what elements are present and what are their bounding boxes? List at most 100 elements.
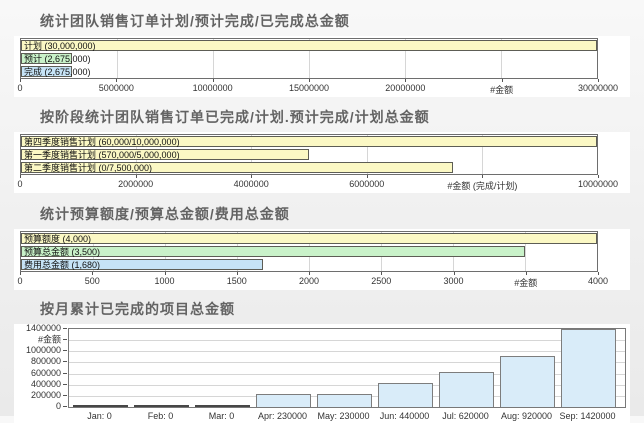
tick-label: #金额 bbox=[514, 278, 538, 288]
bar bbox=[439, 372, 494, 407]
bar bbox=[21, 149, 309, 160]
tick-mark bbox=[20, 175, 21, 178]
chart-title-budget-totals: 统计预算额度/预算总金额/费用总金额 bbox=[40, 206, 290, 222]
bar bbox=[500, 355, 555, 407]
bar-row: 计划 (30,000,000) bbox=[21, 40, 597, 51]
x-tick-label: Aug: 920000 bbox=[500, 411, 553, 421]
tick-mark bbox=[598, 272, 599, 275]
tick-mark bbox=[381, 272, 383, 275]
bar-label: 预计 (2,675,000) bbox=[24, 53, 91, 64]
tick-label: 5000000 bbox=[98, 83, 134, 93]
bar bbox=[561, 329, 616, 407]
hbar-chart-budget-totals: 预算额度 (4,000) 预算总金额 (3,500) 费用总金额 (1,680) 0 5… bbox=[14, 229, 630, 290]
bar bbox=[21, 53, 73, 64]
x-tick-label: Jan: 0 bbox=[87, 411, 112, 421]
bar-slot bbox=[192, 329, 253, 407]
tick-label: 2500 bbox=[371, 276, 392, 286]
bar-row: 预算总金额 (3,500) bbox=[21, 246, 597, 257]
gridline bbox=[69, 373, 625, 375]
tick-label: 15000000 bbox=[288, 83, 330, 93]
bar bbox=[317, 394, 372, 407]
y-tick-label: 1000000 bbox=[25, 345, 61, 356]
bars: 计划 (30,000,000) 预计 (2,675,000) 完成 (2,675,0… bbox=[21, 39, 597, 78]
plot-area: 第四季度销售计划 (60,000/10,000,000) 第一季度销售计划 (57… bbox=[20, 134, 598, 175]
y-axis: 1400000 #金额 1000000 800000 600000 400000 20000… bbox=[18, 323, 68, 411]
tick-label: 2000000 bbox=[118, 179, 154, 189]
x-tick-label: Jul: 620000 bbox=[442, 411, 489, 421]
y-tick-label: 1400000 bbox=[25, 323, 61, 333]
bar-label: 预算总金额 (3,500) bbox=[24, 246, 101, 257]
y-tick-mark bbox=[63, 350, 67, 352]
tick-label: 20000000 bbox=[385, 83, 426, 93]
bar-row: 预算额度 (4,000) bbox=[21, 233, 597, 244]
gridline bbox=[501, 39, 502, 78]
hbar-chart-sales-order-totals: 计划 (30,000,000) 预计 (2,675,000) 完成 (2,675,0… bbox=[14, 36, 630, 97]
tick-mark bbox=[482, 175, 484, 178]
tick-label: 0 bbox=[17, 276, 23, 286]
tick-mark bbox=[453, 272, 455, 275]
bar-slot bbox=[131, 329, 192, 407]
gridline bbox=[69, 340, 625, 342]
section-sales-order-totals: 统计团队销售订单计划/预计完成/已完成总金额 计划 (30,000,000) 预计… bbox=[14, 13, 644, 97]
tick-label: 10000000 bbox=[577, 179, 619, 189]
gridline bbox=[69, 351, 625, 353]
bar-slot bbox=[558, 329, 619, 407]
tick-label: 4000000 bbox=[233, 179, 269, 189]
tick-label: #金额 bbox=[490, 85, 514, 95]
x-tick-label: Feb: 0 bbox=[147, 411, 174, 421]
bar bbox=[21, 40, 597, 51]
tick-label: 4000 bbox=[587, 276, 609, 286]
bar-label: 第二季度销售计划 (0/7,500,000) bbox=[24, 162, 153, 173]
bar-slot bbox=[253, 329, 314, 407]
plot-area bbox=[68, 328, 626, 408]
bar bbox=[134, 405, 189, 407]
y-tick-label: 0 bbox=[55, 401, 61, 411]
section-monthly-cumulative: 按月累计已完成的项目总金额 1400000 #金额 1000000 800000 600… bbox=[14, 301, 644, 423]
bars: 预算额度 (4,000) 预算总金额 (3,500) 费用总金额 (1,680) bbox=[21, 232, 597, 271]
gridline bbox=[69, 362, 625, 364]
tick-mark bbox=[116, 79, 118, 82]
chart-title-sales-order-totals: 统计团队销售订单计划/预计完成/已完成总金额 bbox=[40, 13, 350, 29]
plot-wrap: 1400000 #金额 1000000 800000 600000 400000 20000… bbox=[18, 323, 626, 421]
y-tick-mark bbox=[63, 361, 67, 363]
bars: 第四季度销售计划 (60,000/10,000,000) 第一季度销售计划 (57… bbox=[21, 135, 597, 174]
y-tick-label: #金额 bbox=[37, 334, 61, 345]
gridline bbox=[117, 39, 118, 78]
tick-label: 10000000 bbox=[192, 83, 233, 93]
tick-mark bbox=[236, 272, 238, 275]
bar bbox=[21, 246, 525, 257]
y-tick-mark bbox=[63, 328, 67, 329]
bar-slot bbox=[70, 329, 131, 407]
gridline bbox=[366, 135, 368, 174]
y-tick-mark bbox=[63, 394, 67, 396]
chart-title-sales-by-stage: 按阶段统计团队销售订单已完成/计划.预计完成/计划总金额 bbox=[40, 109, 430, 125]
bar-slot bbox=[497, 329, 558, 407]
tick-mark bbox=[501, 79, 503, 82]
y-tick-mark bbox=[63, 406, 67, 407]
x-tick-label: Apr: 230000 bbox=[257, 411, 308, 421]
tick-label: 2000 bbox=[298, 276, 320, 286]
tick-mark bbox=[405, 79, 407, 82]
section-sales-by-stage: 按阶段统计团队销售订单已完成/计划.预计完成/计划总金额 第四季度销售计划 (6… bbox=[14, 109, 644, 193]
bar-label: 计划 (30,000,000) bbox=[24, 40, 96, 51]
bar-slot bbox=[375, 329, 436, 407]
tick-label: 3000 bbox=[443, 276, 464, 286]
tick-mark bbox=[92, 272, 94, 275]
bar-label: 完成 (2,675,000) bbox=[24, 66, 91, 77]
bar-row: 完成 (2,675,000) bbox=[21, 66, 597, 77]
x-tick-label: May: 230000 bbox=[317, 411, 370, 421]
x-axis: 0 2000000 4000000 6000000 #金额 (完成/计划) 1000000… bbox=[17, 175, 618, 193]
tick-label: 0 bbox=[17, 83, 23, 93]
x-axis: Jan: 0 Feb: 0 Mar: 0 Apr: 230000 May: 230000… bbox=[68, 408, 626, 421]
bar-row: 费用总金额 (1,680) bbox=[21, 259, 597, 270]
bar-label: 第一季度销售计划 (570,000/5,000,000) bbox=[24, 149, 180, 160]
tick-mark bbox=[135, 175, 137, 178]
tick-mark bbox=[366, 175, 368, 178]
bar bbox=[73, 405, 128, 407]
y-tick-mark bbox=[63, 383, 67, 385]
y-tick-label: 600000 bbox=[30, 367, 61, 378]
y-tick-label: 800000 bbox=[30, 356, 61, 367]
hbar-chart-sales-by-stage: 第四季度销售计划 (60,000/10,000,000) 第一季度销售计划 (57… bbox=[14, 132, 630, 193]
gridline bbox=[525, 232, 526, 271]
tick-mark bbox=[20, 79, 21, 82]
